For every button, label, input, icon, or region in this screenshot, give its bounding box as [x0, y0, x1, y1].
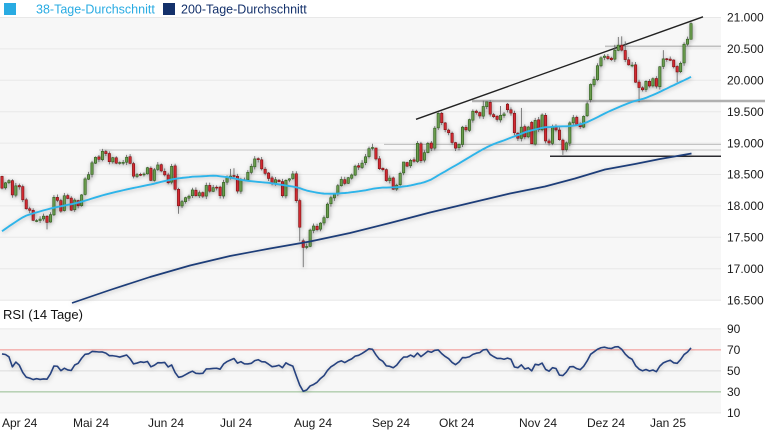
svg-text:20.500: 20.500	[727, 42, 764, 56]
svg-text:30: 30	[727, 385, 741, 399]
svg-text:50: 50	[727, 364, 741, 378]
svg-text:16.500: 16.500	[727, 293, 764, 307]
svg-text:18.000: 18.000	[727, 199, 764, 213]
svg-text:70: 70	[727, 343, 741, 357]
svg-text:Sep 24: Sep 24	[372, 416, 410, 430]
svg-text:RSI (14 Tage): RSI (14 Tage)	[3, 307, 83, 322]
svg-text:200-Tage-Durchschnitt: 200-Tage-Durchschnitt	[181, 3, 307, 17]
svg-text:19.000: 19.000	[727, 136, 764, 150]
svg-text:Jul 24: Jul 24	[220, 416, 252, 430]
svg-text:Mai 24: Mai 24	[73, 416, 109, 430]
svg-text:20.000: 20.000	[727, 74, 764, 88]
svg-text:Okt 24: Okt 24	[439, 416, 475, 430]
svg-text:19.500: 19.500	[727, 105, 764, 119]
svg-text:90: 90	[727, 322, 741, 336]
svg-text:18.500: 18.500	[727, 168, 764, 182]
svg-text:Nov 24: Nov 24	[519, 416, 557, 430]
svg-text:38-Tage-Durchschnitt: 38-Tage-Durchschnitt	[36, 3, 155, 17]
svg-text:17.000: 17.000	[727, 262, 764, 276]
svg-text:Dez 24: Dez 24	[587, 416, 625, 430]
svg-text:Aug 24: Aug 24	[294, 416, 332, 430]
svg-text:21.000: 21.000	[727, 11, 764, 25]
svg-text:10: 10	[727, 406, 741, 420]
svg-text:Jun 24: Jun 24	[148, 416, 184, 430]
svg-text:17.500: 17.500	[727, 231, 764, 245]
svg-text:Apr 24: Apr 24	[2, 416, 38, 430]
svg-text:Jan 25: Jan 25	[650, 416, 686, 430]
